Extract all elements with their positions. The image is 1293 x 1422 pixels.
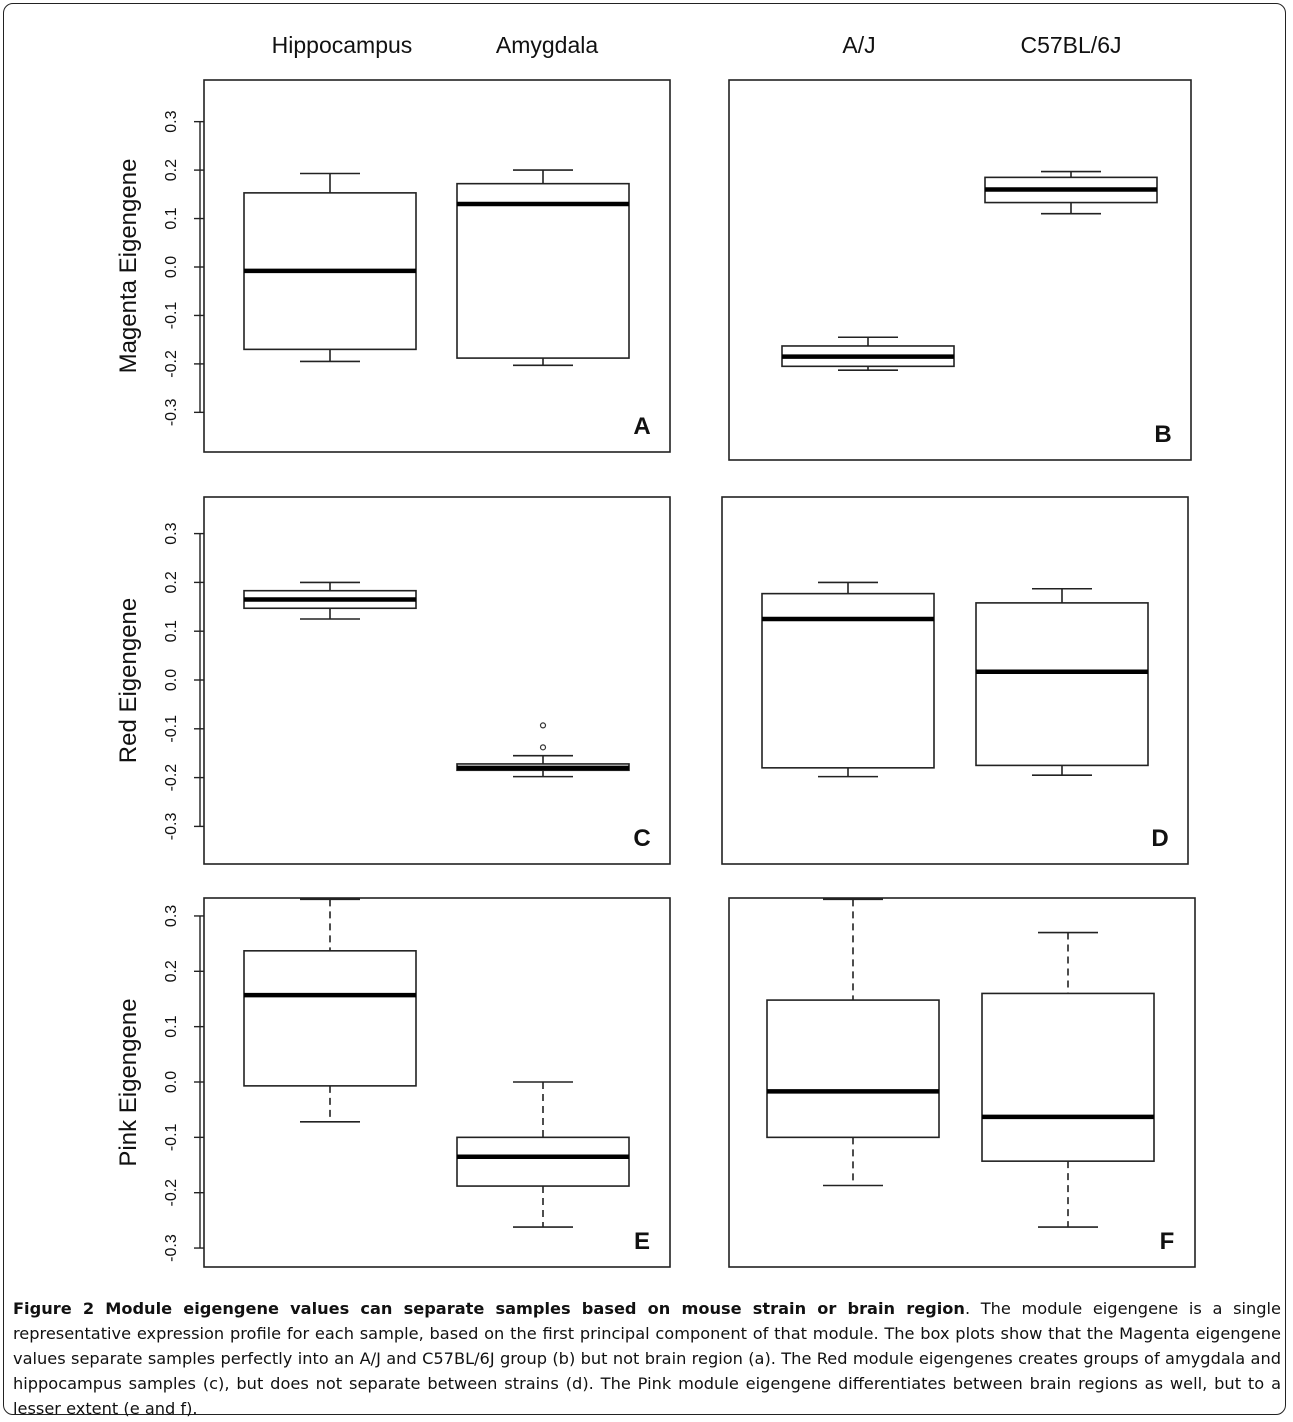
column-header-c57bl6j: C57BL/6J	[1020, 32, 1121, 58]
figure-caption: Figure 2 Module eigengene values can sep…	[13, 1296, 1281, 1421]
y-tick-label: 0.3	[163, 905, 180, 927]
y-tick-label: 0.0	[163, 669, 180, 691]
y-tick-label: 0.2	[163, 960, 180, 982]
y-tick-label: -0.2	[163, 1179, 180, 1207]
panel-c: -0.3 -0.2 -0.1 0.0 0.1 0.2 0.3 Red Eigengene C	[115, 496, 671, 865]
y-tick-label: 0.0	[163, 256, 180, 278]
y-tick-label: 0.3	[163, 110, 180, 132]
iqr-box	[981, 992, 1155, 1162]
plot-frame	[728, 897, 1196, 1268]
y-tick-label: -0.2	[163, 764, 180, 792]
y-tick-label: 0.3	[163, 522, 180, 544]
box-a-j	[761, 581, 935, 778]
box-amygdala	[456, 722, 630, 778]
box-plot-figure: Hippocampus Amygdala A/J C57BL/6J -0.3-0…	[115, 32, 1196, 1268]
iqr-box	[243, 950, 417, 1087]
box-c57bl-6j	[984, 170, 1158, 215]
iqr-box	[456, 182, 630, 359]
y-tick-label: -0.1	[163, 1123, 180, 1151]
outlier-point	[539, 722, 547, 729]
y-tick-label: 0.1	[163, 207, 180, 229]
panel-e: -0.3 -0.2 -0.1 0.0 0.1 0.2 0.3 Pink Eigengene E	[115, 897, 671, 1268]
panel-letter: C	[633, 825, 650, 852]
column-headers: Hippocampus Amygdala A/J C57BL/6J	[272, 32, 1122, 58]
box-amygdala	[456, 1081, 630, 1228]
caption-body: . The module eigengene is a single repre…	[13, 1299, 1281, 1418]
panel-f: F	[728, 897, 1196, 1268]
y-axis-title: Pink Eigengene	[115, 998, 142, 1166]
figure-frame	[3, 3, 1286, 1415]
box-hippocampus	[243, 581, 417, 620]
panel-letter: D	[1151, 825, 1168, 852]
box-a-j	[781, 336, 955, 371]
box-c57bl-6j	[981, 931, 1155, 1228]
column-header-aj: A/J	[842, 32, 875, 58]
y-axis-title: Red Eigengene	[115, 598, 142, 763]
panel-letter: F	[1160, 1228, 1175, 1255]
y-tick-label: -0.3	[163, 813, 180, 841]
panel-d: D	[721, 496, 1189, 865]
column-header-hippocampus: Hippocampus	[272, 32, 413, 58]
iqr-box	[766, 999, 940, 1139]
box-hippocampus	[243, 898, 417, 1123]
panel-a: -0.3 -0.2 -0.1 0.0 0.1 0.2 0.3 Magenta Eigengen…	[115, 79, 671, 453]
y-tick-label: -0.3	[163, 398, 180, 426]
y-tick-label: 0.2	[163, 571, 180, 593]
caption-title: Figure 2 Module eigengene values can sep…	[13, 1299, 965, 1318]
y-tick-label: -0.3	[163, 1234, 180, 1262]
y-tick-label: 0.0	[163, 1071, 180, 1093]
panel-letter: E	[634, 1228, 650, 1255]
plot-frame	[203, 496, 671, 865]
y-tick-label: -0.1	[163, 302, 180, 330]
panel-letter: A	[633, 413, 650, 440]
outlier-point	[539, 744, 547, 751]
panel-letter: B	[1154, 421, 1171, 448]
panel-b: B	[728, 79, 1192, 461]
y-tick-label: 0.1	[163, 620, 180, 642]
y-axis-title: Magenta Eigengene	[115, 159, 142, 374]
box-hippocampus	[243, 172, 417, 363]
box-c57bl-6j	[975, 587, 1149, 776]
plot-frame	[728, 79, 1192, 461]
box-a-j	[766, 898, 940, 1187]
iqr-box	[456, 1136, 630, 1187]
y-tick-label: 0.1	[163, 1015, 180, 1037]
y-tick-label: -0.2	[163, 350, 180, 378]
iqr-box	[761, 592, 935, 769]
y-tick-label: -0.1	[163, 715, 180, 743]
y-tick-label: 0.2	[163, 159, 180, 181]
column-header-amygdala: Amygdala	[496, 32, 598, 58]
plot-frame	[721, 496, 1189, 865]
box-amygdala	[456, 169, 630, 367]
iqr-box	[975, 602, 1149, 767]
plot-frame	[203, 79, 671, 453]
